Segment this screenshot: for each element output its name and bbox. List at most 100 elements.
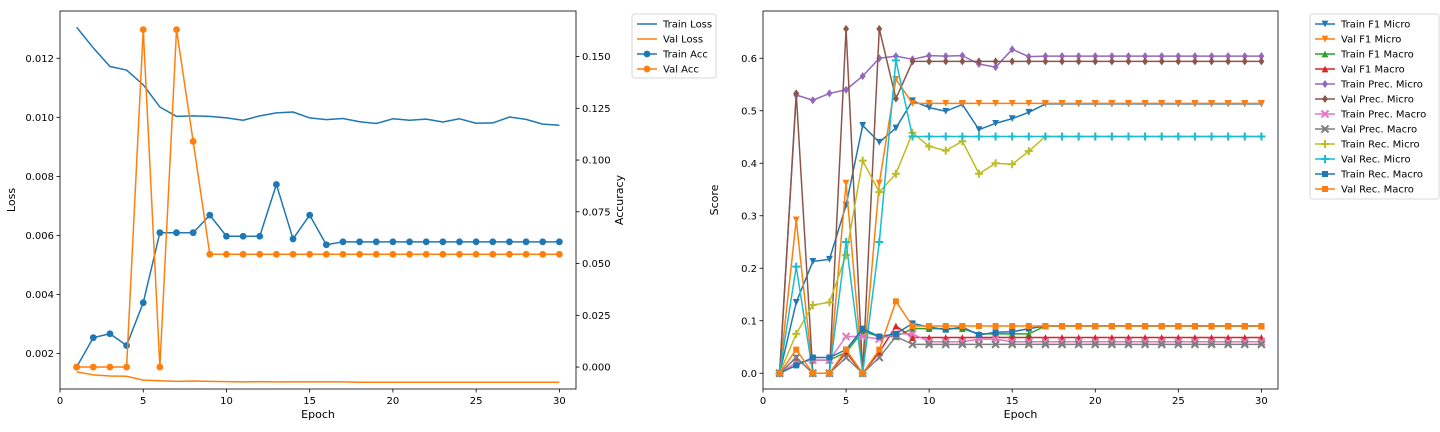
data-point (1142, 57, 1149, 66)
data-point (123, 342, 130, 349)
data-point (1258, 323, 1265, 329)
x-tick-label: 0 (760, 396, 766, 407)
legend-marker (1321, 65, 1329, 73)
data-point (875, 179, 883, 187)
data-point (1074, 340, 1083, 349)
data-point (289, 235, 297, 243)
data-point (1092, 52, 1099, 61)
legend-marker (1322, 186, 1328, 192)
data-point (859, 325, 866, 332)
x-axis-label: Epoch (1004, 408, 1038, 421)
data-point (1042, 57, 1049, 66)
x-tick-label: 20 (1089, 396, 1102, 407)
data-point (992, 100, 999, 107)
legend-marker (1321, 155, 1329, 163)
data-point (1124, 132, 1133, 141)
data-point (1175, 57, 1182, 66)
data-point (926, 323, 933, 329)
y-axis-label: Score (708, 184, 721, 215)
data-point (843, 346, 850, 353)
data-point (1240, 132, 1249, 141)
data-point (1257, 340, 1266, 349)
data-point (876, 333, 883, 340)
data-point (1158, 323, 1165, 329)
legend-marker (1322, 95, 1328, 103)
data-point (123, 363, 130, 371)
data-point (1091, 340, 1100, 349)
series-val-rec-macro (776, 298, 1265, 377)
data-point (1008, 160, 1017, 169)
data-point (792, 262, 801, 271)
data-point (1208, 323, 1215, 329)
data-point (859, 370, 866, 377)
data-point (1191, 52, 1198, 61)
series-line (76, 371, 560, 383)
data-point (958, 132, 967, 141)
data-point (1091, 132, 1100, 141)
y-tick-label: 0.1 (741, 316, 757, 327)
y-tick-label: 0.010 (25, 113, 54, 124)
x-tick-label: 10 (220, 396, 233, 407)
data-point (826, 370, 833, 377)
data-point (1191, 57, 1198, 66)
data-point (1223, 340, 1233, 349)
data-point (792, 216, 800, 224)
data-point (941, 146, 950, 155)
data-point (908, 340, 917, 349)
data-point (1241, 100, 1249, 107)
data-point (156, 363, 164, 371)
data-point (1124, 340, 1133, 349)
y2-tick-label: 0.000 (582, 363, 611, 374)
data-point (1174, 100, 1182, 107)
data-point (975, 126, 983, 134)
data-point (908, 329, 917, 339)
data-point (1258, 57, 1265, 66)
y-tick-label: 0.012 (25, 54, 54, 65)
data-point (1140, 340, 1150, 349)
data-point (876, 346, 883, 353)
data-point (1074, 132, 1083, 141)
data-point (1041, 340, 1050, 349)
data-point (1059, 57, 1066, 66)
data-point (1075, 52, 1082, 61)
data-point (875, 138, 883, 146)
x-tick-label: 15 (1006, 396, 1019, 407)
y2-tick-label: 0.025 (582, 311, 611, 322)
y-tick-label: 0.008 (25, 172, 54, 183)
data-point (992, 119, 999, 127)
legend-label: Val Loss (663, 35, 703, 46)
data-point (506, 250, 513, 258)
data-point (809, 370, 816, 377)
data-point (1107, 340, 1117, 349)
data-point (826, 89, 833, 98)
data-point (322, 250, 330, 258)
data-point (1041, 132, 1050, 141)
data-point (776, 370, 783, 377)
legend-label: Train Prec. Micro (1340, 80, 1423, 91)
legend: Train Loss Val Loss Train Acc Val Acc (631, 13, 717, 79)
y-tick-label: 0.002 (25, 349, 54, 360)
data-point (372, 238, 380, 246)
data-point (1190, 132, 1199, 141)
series-train-prec-micro (776, 45, 1265, 378)
data-point (289, 250, 297, 258)
data-point (1025, 108, 1033, 116)
legend-label: Val Prec. Macro (1341, 125, 1417, 136)
data-point (1257, 132, 1266, 141)
data-point (1175, 323, 1182, 329)
data-point (875, 238, 884, 246)
legend-marker (1321, 20, 1329, 28)
data-point (356, 250, 364, 258)
data-point (1025, 57, 1032, 66)
data-point (992, 57, 999, 66)
data-point (239, 232, 247, 240)
data-point (1241, 52, 1248, 61)
legend-frame (1309, 13, 1440, 200)
data-point (908, 132, 917, 141)
data-point (206, 211, 214, 219)
data-point (156, 229, 164, 237)
legend-marker (1320, 109, 1330, 119)
data-point (958, 340, 967, 349)
x-tick-label: 0 (57, 396, 63, 407)
data-point (876, 24, 883, 33)
